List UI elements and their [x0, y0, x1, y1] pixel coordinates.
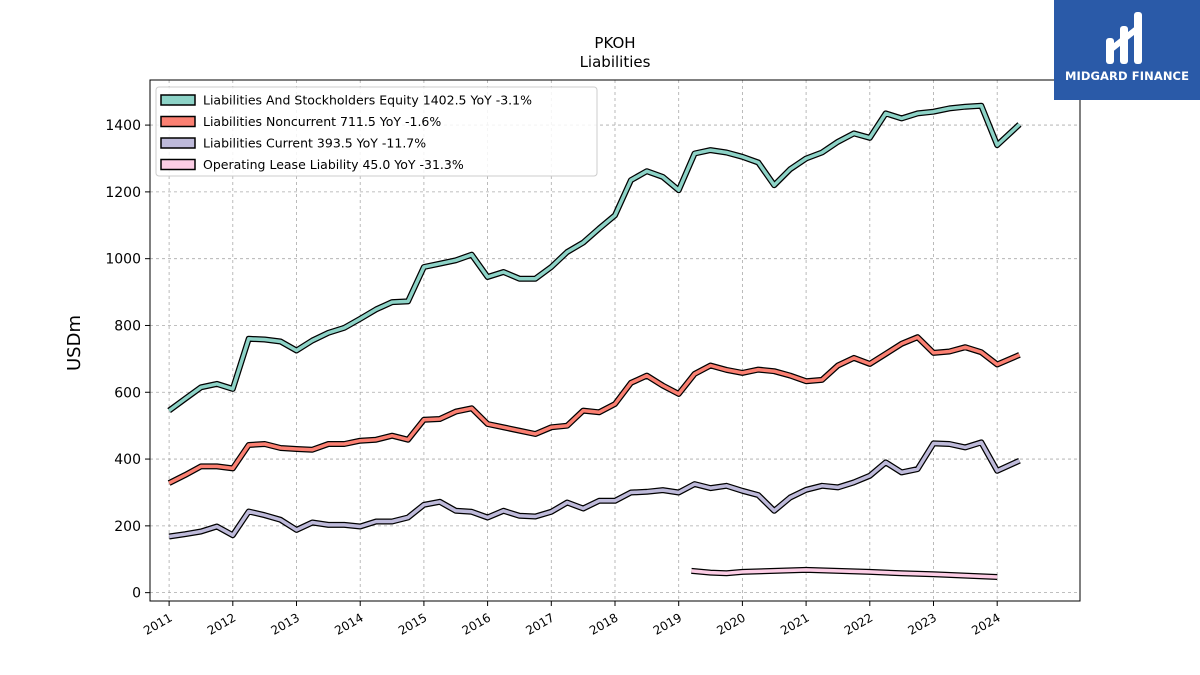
y-tick-label: 1400 — [105, 118, 141, 134]
x-tick-label: 2014 — [332, 610, 365, 637]
y-tick-label: 400 — [114, 452, 141, 468]
legend-entry: Liabilities And Stockholders Equity 1402… — [203, 93, 532, 108]
x-tick-label: 2017 — [523, 610, 556, 637]
x-tick-label: 2021 — [778, 610, 811, 637]
x-tick-label: 2016 — [460, 610, 493, 637]
y-axis: 0 200 400 600 800 1000 1200 1400 — [105, 118, 150, 602]
legend: Liabilities And Stockholders Equity 1402… — [155, 86, 598, 177]
legend-swatch — [160, 115, 196, 128]
y-tick-label: 0 — [132, 586, 141, 602]
series-lines — [167, 102, 1022, 580]
legend-entry: Operating Lease Liability 45.0 YoY -31.3… — [203, 157, 464, 172]
y-tick-label: 1000 — [105, 252, 141, 268]
x-tick-label: 2012 — [205, 610, 238, 637]
legend-swatch — [160, 137, 196, 149]
y-tick-label: 1200 — [105, 185, 141, 201]
legend-swatch — [160, 158, 196, 171]
series-line — [168, 440, 1021, 539]
legend-entry: Liabilities Current 393.5 YoY -11.7% — [203, 136, 426, 151]
x-axis: 2011 2012 2013 2014 2015 2016 2017 2018 2019 2020… — [141, 601, 1003, 638]
x-tick-label: 2018 — [587, 610, 620, 637]
legend-entry: Liabilities Noncurrent 711.5 YoY -1.6% — [203, 114, 441, 129]
x-tick-label: 2013 — [269, 610, 302, 637]
series-line — [168, 103, 1021, 413]
y-tick-label: 800 — [114, 318, 141, 334]
brand-logo: MIDGARD FINANCE — [1054, 0, 1200, 100]
midgard-logo-icon — [1106, 12, 1142, 64]
y-tick-label: 600 — [114, 385, 141, 401]
chart-subtitle: Liabilities — [580, 53, 651, 71]
x-tick-label: 2023 — [906, 610, 939, 637]
x-tick-label: 2022 — [842, 610, 875, 637]
brand-name: MIDGARD FINANCE — [1064, 69, 1190, 83]
x-tick-label: 2015 — [396, 610, 429, 637]
x-tick-label: 2020 — [714, 610, 747, 637]
y-tick-label: 200 — [114, 519, 141, 535]
chart-title: PKOH — [594, 34, 635, 52]
series-line — [168, 335, 1021, 485]
grid-lines — [150, 80, 1080, 601]
x-tick-label: 2019 — [651, 610, 684, 637]
x-tick-label: 2011 — [141, 610, 174, 637]
legend-box — [155, 86, 598, 177]
legend-swatch — [160, 94, 196, 106]
x-tick-label: 2024 — [969, 610, 1002, 637]
y-axis-label: USDm — [64, 315, 85, 371]
series-line — [691, 568, 998, 579]
